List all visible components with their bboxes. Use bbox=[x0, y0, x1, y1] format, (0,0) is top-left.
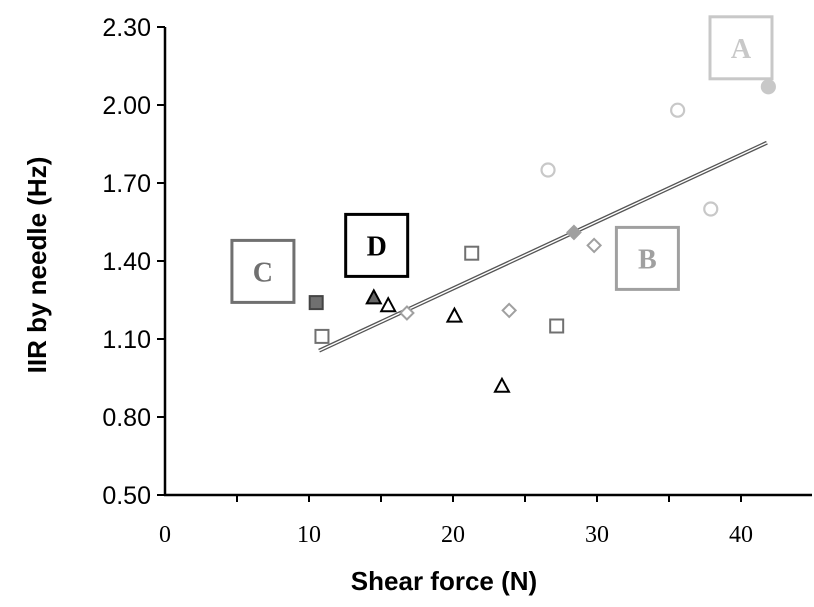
y-axis-title: IIR by needle (Hz) bbox=[22, 157, 52, 374]
data-point-square bbox=[464, 245, 480, 261]
group-label-box bbox=[614, 225, 680, 291]
x-tick-label: 20 bbox=[441, 522, 465, 548]
data-point-square bbox=[308, 295, 324, 311]
x-axis-title: Shear force (N) bbox=[351, 566, 537, 596]
group-label: B bbox=[638, 244, 657, 275]
y-tick-label: 0.50 bbox=[102, 482, 151, 510]
data-point-circle bbox=[540, 162, 556, 178]
data-point-diamond bbox=[501, 302, 518, 319]
data-point-diamond bbox=[566, 224, 582, 241]
group-label: D bbox=[367, 231, 387, 262]
y-tick-label: 0.80 bbox=[102, 404, 151, 432]
data-point-circle bbox=[703, 201, 719, 217]
group-label-layer: A B C D bbox=[230, 15, 774, 304]
y-tick-label: 1.40 bbox=[102, 248, 151, 276]
trendline-layer bbox=[318, 140, 768, 353]
y-tick-label: 2.30 bbox=[102, 14, 151, 42]
group-label-box bbox=[230, 238, 296, 304]
x-tick-label: 30 bbox=[585, 522, 609, 548]
data-point-diamond bbox=[586, 237, 603, 254]
data-point-circle bbox=[670, 102, 686, 118]
y-tick-label: 2.00 bbox=[102, 92, 151, 120]
data-point-square bbox=[314, 328, 330, 344]
data-point-triangle bbox=[493, 376, 511, 393]
marker-layer bbox=[308, 79, 776, 393]
trendline-inner bbox=[318, 142, 768, 352]
axes: 0.50 0.80 1.10 1.40 1.70 2.00 2.30 0 10 20 30 40 bbox=[102, 14, 812, 548]
y-tick-label: 1.10 bbox=[102, 326, 151, 354]
group-label: A bbox=[731, 34, 752, 65]
x-tick-label: 40 bbox=[729, 522, 753, 548]
data-point-triangle bbox=[379, 296, 397, 313]
x-tick-label: 10 bbox=[297, 522, 321, 548]
data-point-circle bbox=[760, 79, 776, 95]
group-label-box bbox=[344, 212, 410, 278]
data-point-diamond bbox=[399, 305, 415, 321]
group-label: C bbox=[253, 257, 273, 288]
y-tick-label: 1.70 bbox=[102, 170, 151, 198]
data-point-square bbox=[549, 318, 565, 334]
data-point-triangle bbox=[445, 306, 464, 323]
x-tick-label: 0 bbox=[159, 522, 171, 548]
data-point-triangle bbox=[365, 288, 383, 305]
group-label-box bbox=[708, 15, 774, 81]
